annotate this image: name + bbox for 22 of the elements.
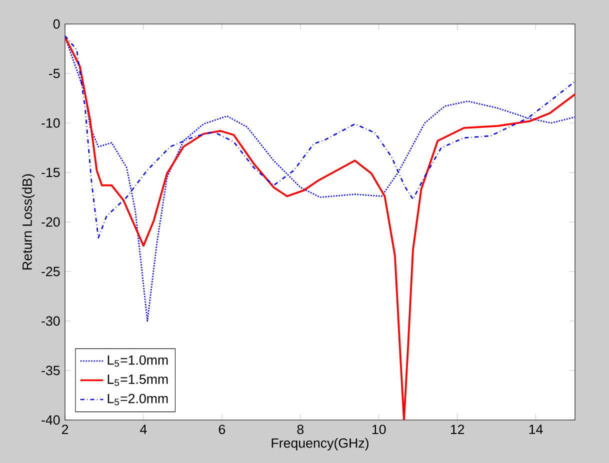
y-tick-label: -25 [42, 266, 60, 276]
y-tick-label: -20 [42, 217, 60, 227]
y-tick-label: 0 [53, 19, 60, 29]
line-series [65, 36, 576, 420]
legend-label: L$_{5}$=2.0mm [108, 394, 168, 406]
legend-label: L$_{5}$=1.0mm [108, 355, 168, 367]
x-tick-label: 6 [218, 424, 226, 434]
legend-label: L$_{5}$=1.5mm [108, 374, 168, 386]
y-tick-label: -35 [42, 366, 60, 376]
y-tick-label: -5 [49, 68, 60, 78]
x-tick-label: 8 [297, 424, 304, 434]
x-tick-label: 2 [62, 424, 68, 434]
y-tick-label: -10 [42, 118, 60, 128]
y-tick-label: -30 [42, 316, 60, 326]
x-tick-label: 12 [450, 424, 464, 434]
x-tick-label: 4 [140, 424, 147, 434]
y-tick-label: -15 [42, 168, 60, 178]
y-axis-title: Return Loss(dB) [22, 174, 35, 270]
x-tick-label: 14 [529, 424, 543, 434]
x-tick-label: 10 [372, 424, 386, 434]
y-tick-label: -40 [42, 415, 60, 425]
x-axis-title: Frequency(GHz) [272, 438, 368, 450]
